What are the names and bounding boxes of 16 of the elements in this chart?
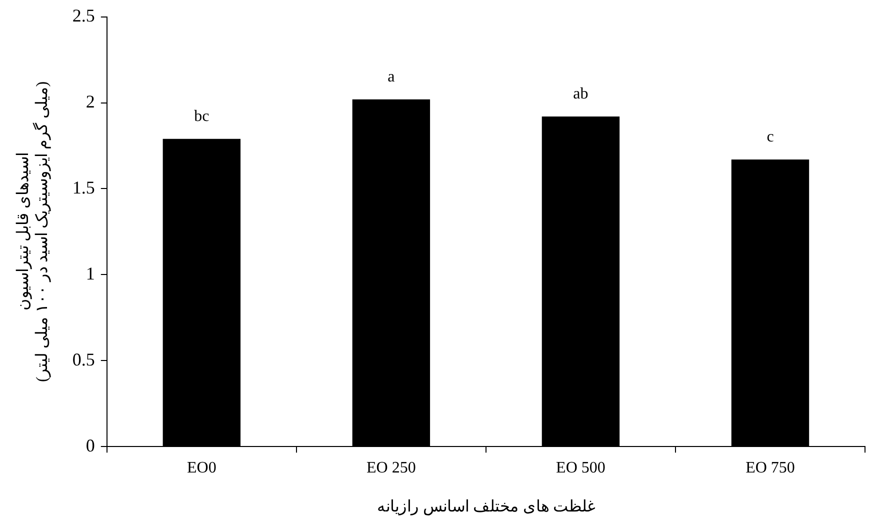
- annotation: c: [766, 128, 774, 146]
- y-tick-label: 2: [86, 91, 95, 112]
- x-tick-label: EO 250: [366, 459, 416, 476]
- y-tick-label: 1.5: [72, 177, 95, 198]
- x-axis-title: غلظت های مختلف اسانس رازیانه: [376, 498, 595, 516]
- y-tick-label: 0: [86, 435, 95, 456]
- annotation: a: [388, 68, 395, 86]
- y-tick-label: 2.5: [72, 6, 95, 26]
- x-tick-label: EO 500: [556, 459, 606, 476]
- x-tick-label: EO 750: [746, 459, 795, 476]
- annotation: bc: [194, 108, 210, 126]
- annotation: ab: [573, 86, 588, 103]
- y-tick-label: 1: [86, 263, 95, 284]
- x-tick-label: EO0: [187, 459, 216, 476]
- y-tick-label: 0.5: [72, 349, 95, 370]
- y-axis-title: اسیدهای قابل تیتراسیون (میلی گرم ایزوسیتریک اسید در ۱۰۰ میلی لیتر): [14, 81, 52, 382]
